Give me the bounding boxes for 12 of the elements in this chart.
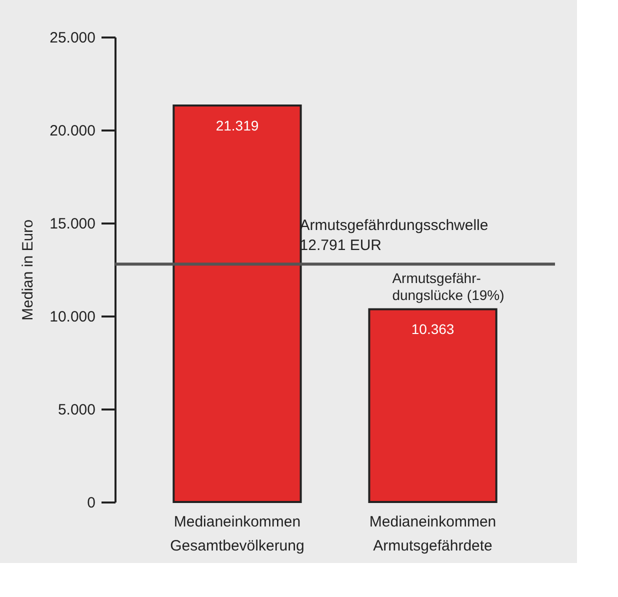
y-axis-title: Median in Euro [20,220,37,320]
y-tick-label: 25.000 [50,30,96,46]
x-tick-label: Medianeinkommen Gesamtbevölkerung [170,514,304,554]
data-label: 10.363 [411,321,454,338]
y-tick-label: 5.000 [58,402,96,418]
y-tick-label: 0 [87,494,96,512]
annotation: Armutsgefähr- dungslücke (19%) [392,270,504,303]
y-tick-label: 10.000 [50,308,96,326]
data-label: 21.319 [216,117,259,134]
x-tick-label: Medianeinkommen Armutsgefährdete [369,514,496,554]
y-tick-label: 20.000 [50,122,96,140]
y-tick-label: 15.000 [50,216,96,232]
